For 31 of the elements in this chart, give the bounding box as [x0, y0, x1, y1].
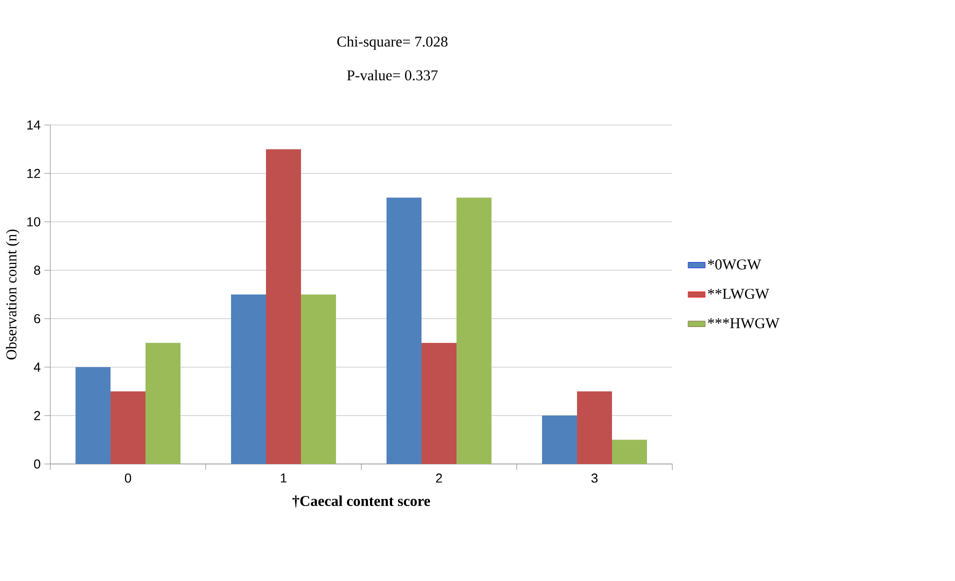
bar — [386, 198, 422, 464]
y-tick-label: 4 — [34, 362, 40, 372]
legend-label: **LWGW — [708, 288, 770, 299]
y-tick-label: 14 — [27, 120, 40, 130]
text: Chi-square= 7.028 — [337, 36, 448, 50]
bar — [542, 416, 578, 464]
x-axis-title: †Caecal content score — [292, 496, 430, 508]
x-tick-label: 1 — [280, 474, 286, 482]
bar — [612, 440, 647, 464]
y-tick-label: 2 — [34, 411, 40, 420]
bar — [231, 294, 266, 464]
legend-label: *0WGW — [708, 259, 762, 270]
bar — [301, 294, 336, 464]
x-tick-label: 2 — [436, 474, 442, 483]
x-tick-label: 3 — [591, 474, 598, 483]
bar — [266, 149, 302, 464]
bar — [422, 342, 456, 464]
text: P-value= 0.337 — [347, 70, 438, 80]
y-tick-label: 0 — [34, 459, 40, 469]
legend-label: ***HWGW — [708, 318, 780, 328]
y-tick-label: 10 — [27, 217, 40, 226]
y-tick-label: 6 — [34, 314, 40, 324]
x-tick-label: 0 — [124, 474, 132, 483]
y-tick-label: 8 — [34, 266, 40, 275]
y-axis-title: Observation count (n) — [6, 230, 20, 360]
y-tick-label: 12 — [27, 168, 40, 178]
bar — [456, 198, 492, 464]
bar — [76, 367, 111, 464]
bar — [110, 391, 146, 464]
bar — [146, 342, 180, 464]
bar — [577, 391, 612, 464]
